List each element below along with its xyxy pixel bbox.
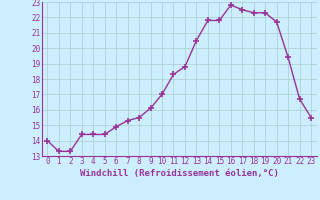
X-axis label: Windchill (Refroidissement éolien,°C): Windchill (Refroidissement éolien,°C)	[80, 169, 279, 178]
